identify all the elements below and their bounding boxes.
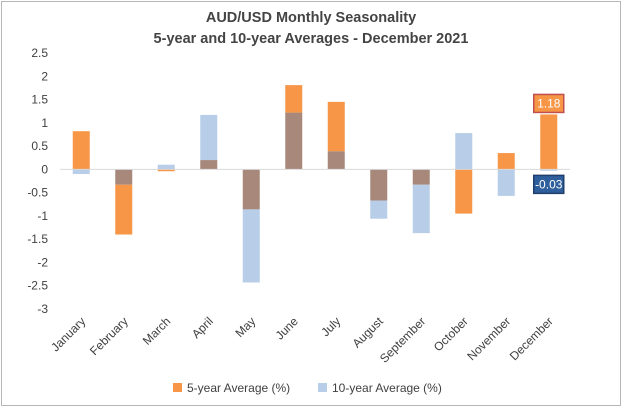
bar-overlap	[412, 169, 430, 185]
bar-5yr	[455, 169, 473, 214]
legend-label-10yr: 10-year Average (%)	[332, 381, 442, 395]
bar-10yr	[412, 184, 430, 234]
bar-5yr	[72, 131, 90, 170]
chart-title-line2: 5-year and 10-year Averages - December 2…	[154, 31, 469, 47]
chart-title-line1: AUD/USD Monthly Seasonality	[206, 10, 416, 26]
y-tick-label: -1	[37, 209, 48, 223]
x-tick-label: January	[48, 314, 88, 354]
bar-5yr	[540, 114, 558, 170]
data-label-box	[533, 174, 565, 195]
bar-10yr	[157, 164, 175, 170]
y-tick-label: 0	[41, 162, 48, 176]
x-tick-label: May	[232, 314, 258, 340]
y-tick-label: -1.5	[27, 232, 48, 246]
data-labels: 1.18 -0.03	[533, 93, 565, 195]
bar-overlap	[285, 112, 303, 170]
bar-10yr	[242, 209, 260, 283]
x-tick-label: September	[377, 314, 428, 365]
y-tick-label: 2.5	[31, 46, 48, 60]
bar-5yr	[285, 85, 303, 113]
x-tick-label: February	[87, 314, 131, 358]
data-label: 1.18	[537, 96, 561, 110]
bar-overlap	[242, 169, 260, 210]
bar-10yr	[370, 200, 388, 219]
bar-overlap	[200, 160, 218, 170]
legend-swatch-5yr	[173, 383, 182, 392]
y-tick-label: -3	[37, 302, 48, 316]
x-tick-label: August	[350, 314, 387, 351]
data-label-box	[533, 93, 565, 114]
bar-5yr	[327, 101, 345, 152]
bar-5yr	[115, 184, 133, 235]
x-tick-label: December	[507, 314, 556, 363]
x-tick-label: November	[464, 314, 513, 363]
x-tick-label: July	[318, 314, 343, 339]
y-axis: 2.5 2 1.5 1 0.5 0 -0.5 -1 -1.5 -2 -2.5 -3	[27, 46, 48, 316]
bar-10yr	[540, 169, 558, 171]
y-tick-label: 1	[41, 116, 48, 130]
y-tick-label: -0.5	[27, 186, 48, 200]
data-label: -0.03	[535, 177, 563, 191]
bar-10yr	[72, 169, 90, 175]
bar-5yr	[157, 169, 175, 172]
bar-5yr	[497, 153, 515, 170]
bar-overlap	[327, 151, 345, 170]
bar-overlap	[370, 169, 388, 201]
x-tick-label: April	[189, 314, 216, 341]
bar-10yr	[497, 169, 515, 196]
y-tick-label: -2.5	[27, 279, 48, 293]
y-tick-label: 0.5	[31, 139, 48, 153]
bar-10yr	[200, 114, 218, 161]
bars	[72, 85, 558, 283]
legend-label-5yr: 5-year Average (%)	[187, 381, 290, 395]
x-tick-label: October	[431, 314, 471, 354]
y-tick-label: 2	[41, 69, 48, 83]
x-tick-label: March	[140, 314, 173, 347]
bar-10yr	[455, 133, 473, 170]
legend-swatch-10yr	[318, 383, 327, 392]
y-tick-label: 1.5	[31, 93, 48, 107]
bar-overlap	[115, 169, 133, 185]
legend: 5-year Average (%) 10-year Average (%)	[173, 381, 442, 395]
y-tick-label: -2	[37, 255, 48, 269]
x-tick-label: June	[273, 314, 302, 343]
